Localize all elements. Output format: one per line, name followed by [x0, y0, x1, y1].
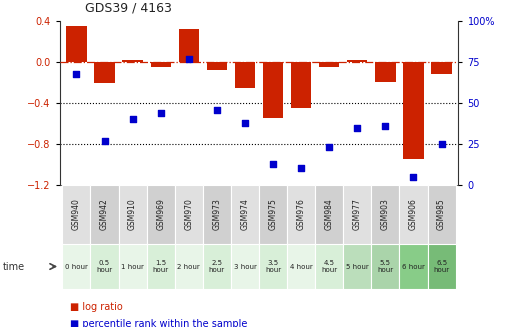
Bar: [147, 185, 175, 244]
Bar: [375, 62, 396, 81]
Text: GSM984: GSM984: [325, 198, 334, 230]
Point: [156, 110, 165, 115]
Text: GSM970: GSM970: [184, 198, 193, 230]
Text: 0 hour: 0 hour: [65, 264, 88, 269]
Text: 1 hour: 1 hour: [121, 264, 144, 269]
Bar: [119, 244, 147, 289]
Bar: [371, 185, 399, 244]
Text: GDS39 / 4163: GDS39 / 4163: [85, 2, 172, 15]
Bar: [62, 244, 91, 289]
Bar: [315, 185, 343, 244]
Bar: [259, 244, 287, 289]
Point: [297, 166, 305, 171]
Text: 6 hour: 6 hour: [402, 264, 425, 269]
Bar: [151, 62, 171, 67]
Bar: [179, 29, 199, 62]
Bar: [119, 185, 147, 244]
Text: 5 hour: 5 hour: [346, 264, 369, 269]
Bar: [263, 62, 283, 118]
Point: [437, 141, 445, 146]
Text: GSM906: GSM906: [409, 198, 418, 230]
Point: [73, 71, 81, 76]
Bar: [91, 185, 119, 244]
Text: GSM975: GSM975: [268, 198, 278, 230]
Bar: [404, 62, 424, 159]
Point: [325, 145, 334, 150]
Point: [100, 138, 109, 143]
Bar: [427, 244, 456, 289]
Point: [269, 161, 277, 166]
Bar: [431, 62, 452, 74]
Text: GSM974: GSM974: [240, 198, 250, 230]
Point: [213, 107, 221, 112]
Text: time: time: [3, 262, 25, 271]
Bar: [147, 244, 175, 289]
Text: 3 hour: 3 hour: [234, 264, 256, 269]
Text: GSM985: GSM985: [437, 198, 446, 230]
Point: [353, 125, 362, 130]
Bar: [175, 244, 203, 289]
Text: 4.5
hour: 4.5 hour: [321, 260, 337, 273]
Bar: [399, 185, 427, 244]
Bar: [207, 62, 227, 70]
Text: GSM903: GSM903: [381, 198, 390, 230]
Bar: [235, 62, 255, 88]
Bar: [231, 244, 259, 289]
Bar: [62, 185, 91, 244]
Bar: [399, 244, 427, 289]
Bar: [231, 185, 259, 244]
Bar: [287, 185, 315, 244]
Text: GSM977: GSM977: [353, 198, 362, 230]
Text: ■ percentile rank within the sample: ■ percentile rank within the sample: [70, 319, 247, 327]
Bar: [315, 244, 343, 289]
Bar: [91, 244, 119, 289]
Point: [128, 117, 137, 122]
Bar: [66, 26, 87, 62]
Bar: [175, 185, 203, 244]
Text: 5.5
hour: 5.5 hour: [377, 260, 394, 273]
Bar: [371, 244, 399, 289]
Text: GSM910: GSM910: [128, 198, 137, 230]
Bar: [343, 244, 371, 289]
Bar: [94, 62, 114, 82]
Text: 1.5
hour: 1.5 hour: [153, 260, 169, 273]
Bar: [287, 244, 315, 289]
Bar: [319, 62, 339, 67]
Text: GSM976: GSM976: [297, 198, 306, 230]
Bar: [291, 62, 311, 108]
Text: ■ log ratio: ■ log ratio: [70, 302, 123, 312]
Point: [241, 120, 249, 125]
Bar: [203, 244, 231, 289]
Text: 2.5
hour: 2.5 hour: [209, 260, 225, 273]
Text: 2 hour: 2 hour: [177, 264, 200, 269]
Text: 3.5
hour: 3.5 hour: [265, 260, 281, 273]
Bar: [122, 60, 143, 62]
Point: [409, 174, 418, 179]
Bar: [259, 185, 287, 244]
Text: 0.5
hour: 0.5 hour: [96, 260, 112, 273]
Text: 4 hour: 4 hour: [290, 264, 312, 269]
Bar: [343, 185, 371, 244]
Point: [184, 56, 193, 61]
Text: 6.5
hour: 6.5 hour: [434, 260, 450, 273]
Text: GSM969: GSM969: [156, 198, 165, 230]
Bar: [347, 60, 367, 62]
Text: GSM973: GSM973: [212, 198, 221, 230]
Text: GSM942: GSM942: [100, 198, 109, 230]
Text: GSM940: GSM940: [72, 198, 81, 230]
Bar: [427, 185, 456, 244]
Point: [381, 123, 390, 129]
Bar: [203, 185, 231, 244]
